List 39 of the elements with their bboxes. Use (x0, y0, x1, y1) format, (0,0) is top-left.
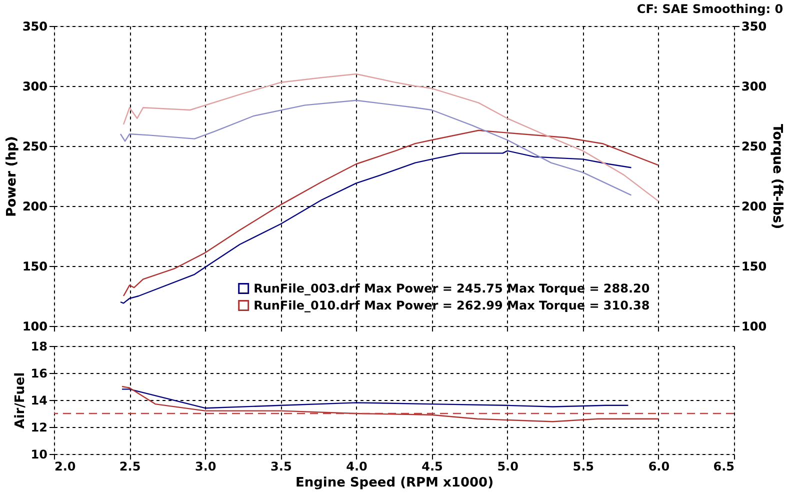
y2-tick-label: 200 (742, 200, 767, 214)
y2-tick-label: 250 (742, 140, 767, 154)
y-tick-label: 300 (22, 80, 48, 94)
y2-tick-label: 350 (742, 20, 767, 34)
x-tick-label: 2.0 (54, 460, 76, 474)
legend-label: RunFile_010.drf Max Power = 262.99 Max Torque = 310.38 (254, 298, 650, 312)
y-tick-label: 200 (22, 200, 48, 214)
y-tick-label: 10 (30, 448, 48, 462)
x-axis-title: Engine Speed (RPM x1000) (295, 476, 494, 490)
y-tick-label: 16 (30, 366, 48, 380)
x-tick-label: 4.0 (346, 460, 368, 474)
x-tick-label: 5.0 (497, 460, 518, 474)
x-tick-label: 4.5 (422, 460, 443, 474)
x-tick-label: 2.5 (119, 460, 141, 474)
y2-axis-title: Torque (ft-lbs) (770, 124, 785, 230)
line-series (122, 130, 660, 297)
y2-tick-label: 150 (742, 260, 767, 274)
line-series (121, 386, 660, 422)
x-tick-label: 3.0 (194, 460, 216, 474)
text: CF: SAE Smoothing: 0 (636, 2, 784, 16)
y2-tick-label: 100 (742, 320, 767, 334)
line-series (121, 388, 629, 409)
y-tick-label: 12 (30, 420, 48, 434)
legend-label: RunFile_003.drf Max Power = 245.75 Max Torque = 288.20 (254, 282, 650, 296)
y-axis-title: Power (hp) (4, 136, 20, 217)
y-axis-title: Air/Fuel (12, 372, 28, 429)
y-tick-label: 250 (22, 140, 48, 154)
x-tick-label: 6.0 (648, 460, 670, 474)
x-tick-label: 3.5 (270, 460, 292, 474)
line-series (122, 73, 660, 202)
y-tick-label: 18 (30, 340, 48, 354)
x-tick-label: 6.5 (713, 460, 734, 474)
y2-tick-label: 300 (742, 80, 767, 94)
y-tick-label: 350 (22, 20, 48, 34)
y-tick-label: 100 (22, 320, 48, 334)
y-tick-label: 150 (22, 260, 48, 274)
line-series (120, 100, 632, 196)
x-tick-label: 5.5 (572, 460, 594, 474)
y-tick-label: 14 (30, 394, 48, 408)
